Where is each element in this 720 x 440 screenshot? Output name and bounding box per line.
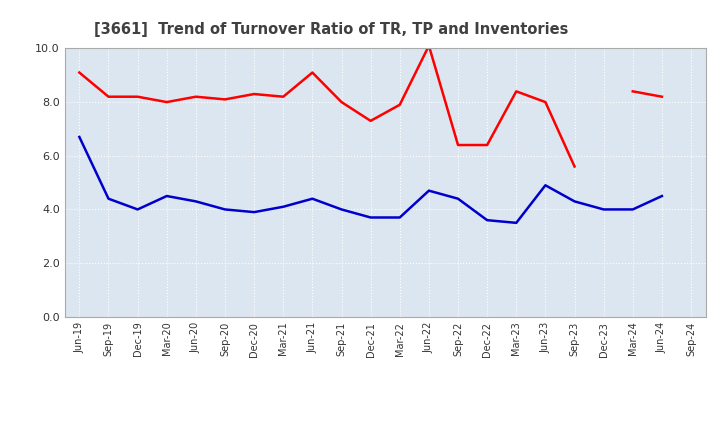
Trade Receivables <box>250 92 258 97</box>
Trade Receivables <box>570 164 579 169</box>
Trade Payables <box>133 207 142 212</box>
Trade Payables <box>657 193 666 198</box>
Trade Payables <box>541 183 550 188</box>
Text: [3661]  Trend of Turnover Ratio of TR, TP and Inventories: [3661] Trend of Turnover Ratio of TR, TP… <box>94 22 568 37</box>
Trade Payables <box>192 199 200 204</box>
Trade Receivables <box>308 70 317 75</box>
Line: Trade Receivables: Trade Receivables <box>79 46 575 166</box>
Trade Payables <box>279 204 287 209</box>
Trade Payables <box>75 134 84 139</box>
Trade Payables <box>425 188 433 193</box>
Trade Receivables <box>104 94 113 99</box>
Trade Receivables <box>454 143 462 148</box>
Trade Payables <box>454 196 462 202</box>
Trade Receivables <box>279 94 287 99</box>
Trade Payables <box>570 199 579 204</box>
Trade Receivables <box>366 118 375 124</box>
Trade Payables <box>337 207 346 212</box>
Trade Payables <box>250 209 258 215</box>
Trade Receivables <box>512 89 521 94</box>
Trade Payables <box>308 196 317 202</box>
Trade Receivables <box>163 99 171 105</box>
Trade Payables <box>483 217 492 223</box>
Trade Payables <box>366 215 375 220</box>
Trade Receivables <box>541 99 550 105</box>
Trade Payables <box>220 207 229 212</box>
Trade Payables <box>395 215 404 220</box>
Trade Payables <box>163 193 171 198</box>
Trade Payables <box>512 220 521 225</box>
Trade Receivables <box>337 99 346 105</box>
Trade Payables <box>599 207 608 212</box>
Legend: Trade Receivables, Trade Payables: Trade Receivables, Trade Payables <box>222 436 548 440</box>
Trade Receivables <box>192 94 200 99</box>
Trade Payables <box>104 196 113 202</box>
Trade Receivables <box>483 143 492 148</box>
Trade Receivables <box>133 94 142 99</box>
Trade Receivables <box>395 102 404 107</box>
Trade Receivables <box>220 97 229 102</box>
Line: Trade Payables: Trade Payables <box>79 137 662 223</box>
Trade Payables <box>629 207 637 212</box>
Trade Receivables <box>425 43 433 48</box>
Trade Receivables <box>75 70 84 75</box>
